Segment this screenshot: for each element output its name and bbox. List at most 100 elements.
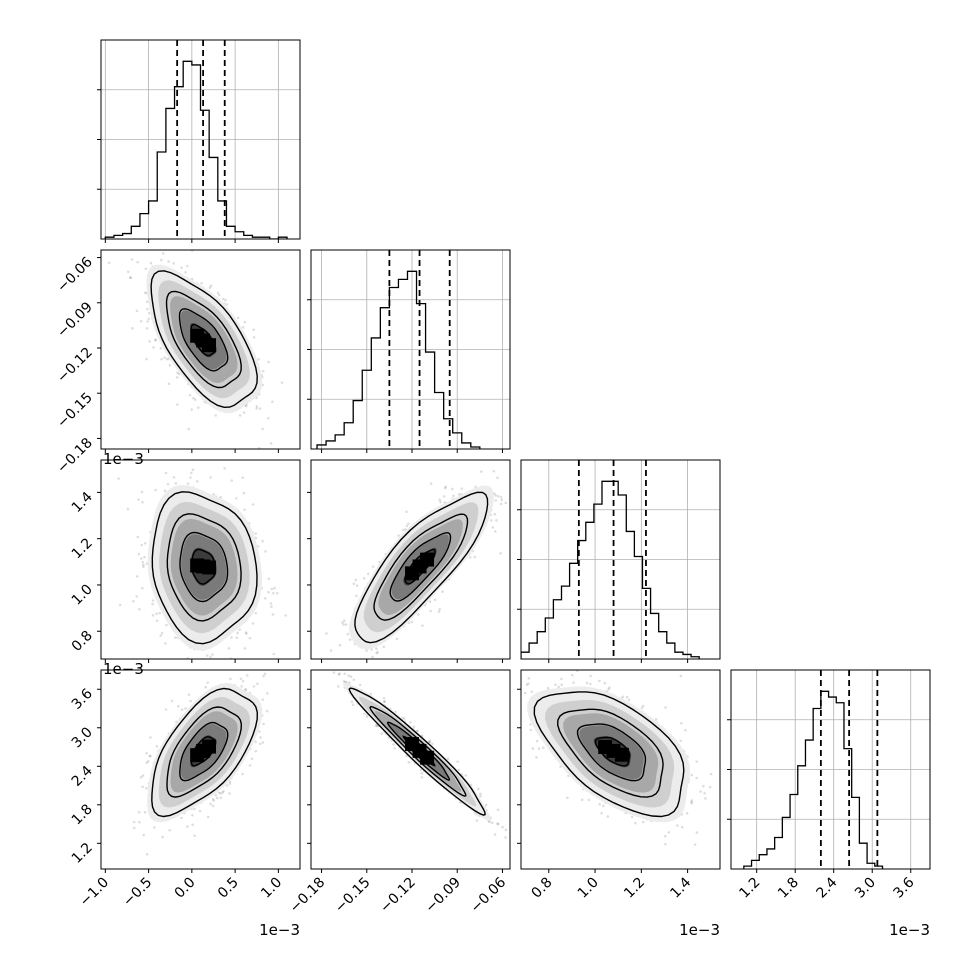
scatter-point bbox=[211, 798, 215, 801]
scatter-point bbox=[176, 371, 179, 375]
contour-line-2 bbox=[165, 290, 242, 389]
scatter-point bbox=[468, 556, 472, 559]
scatter-point bbox=[259, 736, 262, 739]
scatter-point bbox=[395, 637, 399, 641]
scatter-point bbox=[415, 729, 419, 733]
scatter-point bbox=[225, 784, 229, 787]
scatter-point bbox=[264, 550, 267, 553]
scatter-point bbox=[227, 647, 231, 650]
scatter-point bbox=[243, 647, 247, 650]
scatter-point bbox=[149, 754, 152, 758]
scatter-point bbox=[230, 636, 233, 639]
scatter-point bbox=[154, 488, 157, 492]
scatter-point bbox=[235, 636, 239, 639]
scatter-point bbox=[219, 792, 223, 795]
scatter-point bbox=[136, 535, 140, 539]
contour-line-3 bbox=[389, 532, 452, 602]
scatter-point bbox=[141, 774, 145, 777]
scatter-point bbox=[491, 526, 495, 529]
scatter-point bbox=[170, 699, 174, 703]
hist-panel-1 bbox=[97, 40, 300, 239]
scatter-point bbox=[438, 498, 442, 502]
scatter-point bbox=[252, 335, 256, 339]
contour-line-3 bbox=[179, 721, 229, 782]
scatter-point bbox=[140, 543, 144, 547]
scatter-point bbox=[241, 476, 245, 480]
hist-panel-2-frame bbox=[310, 249, 511, 450]
scatter-point bbox=[342, 623, 345, 626]
scatter-point bbox=[219, 495, 222, 499]
scatter-point bbox=[499, 552, 502, 555]
scatter-point bbox=[257, 357, 260, 361]
scatter-point bbox=[212, 492, 216, 496]
scatter-point bbox=[420, 776, 424, 779]
scatter-point bbox=[261, 741, 265, 744]
scatter-point bbox=[351, 703, 355, 707]
scatter-point bbox=[236, 316, 240, 320]
scatter-point bbox=[499, 502, 503, 506]
contour-line-2 bbox=[373, 513, 469, 621]
scatter-point bbox=[328, 665, 331, 668]
contour-line-1 bbox=[150, 270, 258, 409]
scatter-point bbox=[209, 284, 213, 288]
scatter-point bbox=[167, 260, 170, 263]
scatter-point bbox=[443, 486, 447, 490]
scatter-point bbox=[191, 823, 194, 827]
scatter-point bbox=[365, 649, 368, 652]
scatter-point bbox=[224, 298, 227, 302]
hist-panel-2 bbox=[307, 250, 510, 449]
scatter-point bbox=[267, 360, 270, 364]
hist-panel-3-frame bbox=[520, 459, 721, 660]
scatter-point bbox=[409, 721, 412, 724]
scatter-point bbox=[155, 619, 159, 623]
scatter-point bbox=[241, 679, 245, 683]
scatter-point bbox=[338, 643, 342, 647]
scatter-point bbox=[139, 775, 143, 779]
scatter-point bbox=[531, 850, 534, 853]
scatter-point bbox=[244, 631, 248, 634]
hist-panel-3 bbox=[517, 460, 720, 659]
scatter-point bbox=[473, 555, 477, 559]
scatter-point bbox=[405, 510, 408, 514]
scatter-point bbox=[475, 819, 479, 822]
scatter-point bbox=[217, 293, 221, 297]
scatter-point bbox=[441, 590, 444, 594]
scatter-point bbox=[371, 655, 374, 659]
scatter-point bbox=[190, 408, 193, 411]
scatter-point bbox=[132, 826, 136, 830]
scatter-point bbox=[172, 476, 176, 479]
scatter-point bbox=[140, 557, 143, 560]
scatter-point bbox=[205, 654, 209, 657]
scatter-point bbox=[272, 591, 275, 595]
scatter-point bbox=[155, 612, 158, 615]
scatter-point bbox=[371, 565, 375, 568]
scatter-point bbox=[452, 494, 455, 498]
scatter-point bbox=[375, 647, 378, 650]
scatter-point bbox=[189, 699, 192, 703]
scatter-point bbox=[412, 725, 416, 729]
scatter-point bbox=[419, 768, 423, 772]
scatter-point bbox=[493, 530, 497, 533]
scatter-panel-2-3-frame bbox=[310, 459, 511, 660]
scatter-point bbox=[137, 810, 141, 814]
scatter-point bbox=[225, 303, 229, 306]
contour-line-1 bbox=[354, 491, 489, 644]
scatter-point bbox=[145, 357, 148, 361]
scatter-point bbox=[254, 611, 258, 615]
scatter-point bbox=[256, 682, 259, 686]
scatter-point bbox=[154, 338, 157, 341]
scatter-point bbox=[254, 740, 257, 743]
scatter-point bbox=[141, 785, 145, 789]
scatter-point bbox=[480, 470, 483, 473]
scatter-point bbox=[160, 631, 164, 635]
scatter-point bbox=[255, 404, 259, 408]
scatter-point bbox=[145, 751, 148, 755]
scatter-point bbox=[142, 563, 145, 567]
scatter-point bbox=[352, 660, 355, 663]
scatter-point bbox=[107, 261, 111, 265]
scatter-point bbox=[143, 291, 147, 295]
scatter-point bbox=[255, 407, 258, 410]
histogram-steps bbox=[104, 60, 288, 239]
scatter-point bbox=[238, 628, 241, 631]
scatter-point bbox=[243, 320, 247, 324]
